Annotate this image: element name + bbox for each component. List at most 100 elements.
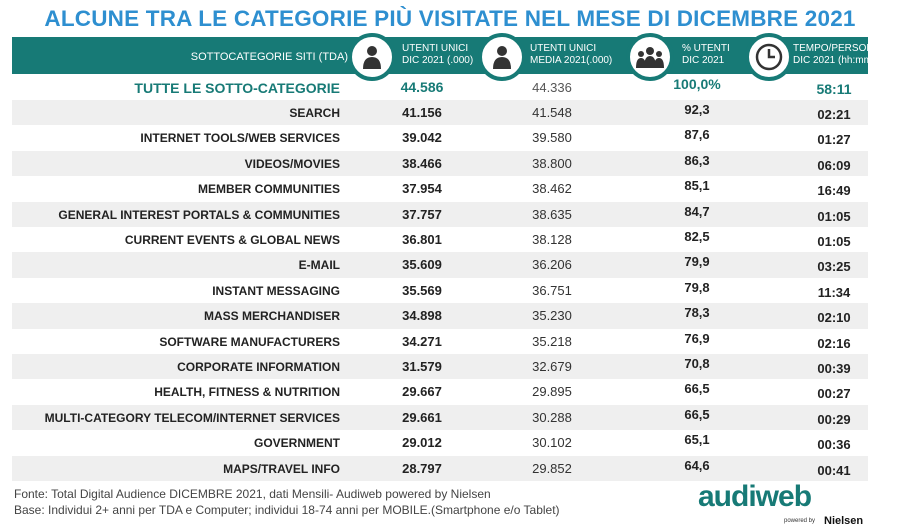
page-title: ALCUNE TRA LE CATEGORIE PIÙ VISITATE NEL… xyxy=(44,6,856,31)
row-dic: 28.797 xyxy=(402,460,442,476)
table-row: E-MAIL 35.609 36.206 79,9 03:25 xyxy=(12,252,868,278)
header-col3-line2: DIC 2021 xyxy=(682,55,725,66)
table-row: INSTANT MESSAGING 35.569 36.751 79,8 11:34 xyxy=(12,278,868,303)
row-label: TUTTE LE SOTTO-CATEGORIE xyxy=(134,80,340,96)
table-row: INTERNET TOOLS/WEB SERVICES 39.042 39.580 8… xyxy=(12,125,868,150)
row-time: 58:11 xyxy=(816,81,852,97)
row-pct: 79,8 xyxy=(684,279,710,295)
header-col1-line2: DIC 2021 (.000) xyxy=(402,55,474,66)
row-dic: 38.466 xyxy=(402,155,442,171)
row-media: 38.128 xyxy=(532,232,572,247)
row-label: CORPORATE INFORMATION xyxy=(177,360,340,374)
row-pct: 66,5 xyxy=(684,381,710,397)
row-label: SEARCH xyxy=(289,106,340,120)
row-media: 36.751 xyxy=(532,282,572,298)
row-label: E-MAIL xyxy=(298,258,340,273)
audiweb-logo: audiweb xyxy=(698,480,812,513)
table-row: CORPORATE INFORMATION 31.579 32.679 70,8 00:… xyxy=(12,354,868,380)
header-col3-line1: % UTENTI xyxy=(682,43,730,54)
header-col1: UTENTI UNICI DIC 2021 (.000) xyxy=(402,43,473,67)
row-dic: 29.661 xyxy=(402,409,442,425)
row-time: 11:34 xyxy=(817,284,851,300)
table-row: MEMBER COMMUNITIES 37.954 38.462 85,1 16:49 xyxy=(12,176,868,201)
row-time: 00:29 xyxy=(817,411,851,427)
row-dic: 44.586 xyxy=(400,79,444,95)
row-dic: 29.667 xyxy=(402,384,442,400)
row-media: 39.580 xyxy=(532,130,572,146)
row-pct: 87,6 xyxy=(684,127,710,143)
table-row: GOVERNMENT 29.012 30.102 65,1 00:36 xyxy=(12,430,868,455)
row-dic: 41.156 xyxy=(402,105,442,120)
row-media: 38.635 xyxy=(532,206,572,222)
table-row: HEALTH, FITNESS & NUTRITION 29.667 29.895 6… xyxy=(12,379,868,404)
row-time: 00:27 xyxy=(817,386,851,402)
row-label: HEALTH, FITNESS & NUTRITION xyxy=(154,385,340,400)
row-media: 32.679 xyxy=(532,359,572,374)
row-dic: 35.569 xyxy=(402,282,442,298)
row-time: 01:05 xyxy=(817,234,851,249)
row-time: 03:25 xyxy=(817,259,851,275)
row-media: 35.230 xyxy=(532,308,572,324)
table-row: SOFTWARE MANUFACTURERS 34.271 35.218 76,9 02… xyxy=(12,329,868,354)
row-pct: 100,0% xyxy=(673,76,721,92)
row-label: INTERNET TOOLS/WEB SERVICES xyxy=(140,131,340,146)
row-dic: 29.012 xyxy=(402,435,442,451)
nielsen-logo: Nielsen xyxy=(824,515,864,527)
row-media: 38.462 xyxy=(532,181,572,197)
row-label: SOFTWARE MANUFACTURERS xyxy=(159,334,340,349)
row-pct: 79,9 xyxy=(684,254,710,270)
row-media: 29.852 xyxy=(532,460,572,476)
header-col4-line1: TEMPO/PERSONA xyxy=(793,43,881,54)
row-pct: 65,1 xyxy=(684,432,710,448)
table-row: VIDEOS/MOVIES 38.466 38.800 86,3 06:09 xyxy=(12,150,868,177)
row-label: MASS MERCHANDISER xyxy=(203,309,340,324)
row-label: MAPS/TRAVEL INFO xyxy=(223,461,340,476)
row-media: 35.218 xyxy=(532,333,572,349)
row-time: 02:16 xyxy=(817,335,851,351)
row-dic: 39.042 xyxy=(402,130,442,146)
row-media: 41.548 xyxy=(532,105,572,120)
row-dic: 37.954 xyxy=(402,181,442,197)
row-media: 29.895 xyxy=(532,384,572,400)
header-col3: % UTENTI DIC 2021 xyxy=(682,43,730,67)
row-pct: 84,7 xyxy=(684,203,710,219)
table-header: SOTTOCATEGORIE SITI (TDA) UTENTI UNICI DI… xyxy=(12,37,880,74)
row-pct: 92,3 xyxy=(684,102,710,117)
row-time: 00:36 xyxy=(817,437,851,453)
row-time: 01:27 xyxy=(817,132,851,148)
row-label: MEMBER COMMUNITIES xyxy=(198,182,340,197)
row-pct: 82,5 xyxy=(684,229,710,244)
row-pct: 64,6 xyxy=(684,457,710,473)
row-media: 30.102 xyxy=(532,435,572,451)
footer-source: Fonte: Total Digital Audience DICEMBRE 2… xyxy=(14,487,491,501)
row-time: 00:41 xyxy=(817,462,851,478)
row-dic: 31.579 xyxy=(402,359,442,374)
row-time: 01:05 xyxy=(817,208,851,224)
row-pct: 70,8 xyxy=(684,356,710,371)
row-time: 00:39 xyxy=(817,361,851,376)
table-row: SEARCH 41.156 41.548 92,3 02:21 xyxy=(12,100,868,126)
table-row: MAPS/TRAVEL INFO 28.797 29.852 64,6 00:41 xyxy=(12,455,868,481)
row-media: 38.800 xyxy=(532,155,572,171)
row-media: 30.288 xyxy=(532,409,572,425)
header-category: SOTTOCATEGORIE SITI (TDA) xyxy=(190,51,348,63)
row-dic: 35.609 xyxy=(402,257,442,273)
row-label: VIDEOS/MOVIES xyxy=(244,156,340,171)
table-row: GENERAL INTEREST PORTALS & COMMUNITIES 37… xyxy=(12,201,868,227)
row-time: 02:21 xyxy=(817,107,851,122)
row-label: CURRENT EVENTS & GLOBAL NEWS xyxy=(124,233,340,247)
powered-by: powered by xyxy=(784,518,816,524)
table-row-total: TUTTE LE SOTTO-CATEGORIE 44.586 44.336 1… xyxy=(12,75,868,100)
header-col2-line1: UTENTI UNICI xyxy=(530,43,597,54)
row-dic: 37.757 xyxy=(402,206,442,222)
footer-base: Base: Individui 2+ anni per TDA e Comput… xyxy=(14,503,560,517)
row-dic: 34.271 xyxy=(402,333,442,349)
clock-icon xyxy=(745,33,793,81)
table-row: MASS MERCHANDISER 34.898 35.230 78,3 02:10 xyxy=(12,303,868,329)
row-label: MULTI-CATEGORY TELECOM/INTERNET SERVICES xyxy=(44,410,340,425)
user-icon xyxy=(348,33,396,81)
row-pct: 85,1 xyxy=(684,178,710,194)
row-time: 06:09 xyxy=(817,157,851,173)
row-label: GENERAL INTEREST PORTALS & COMMUNITIES xyxy=(58,207,340,222)
header-col2-line2: MEDIA 2021(.000) xyxy=(530,55,613,66)
